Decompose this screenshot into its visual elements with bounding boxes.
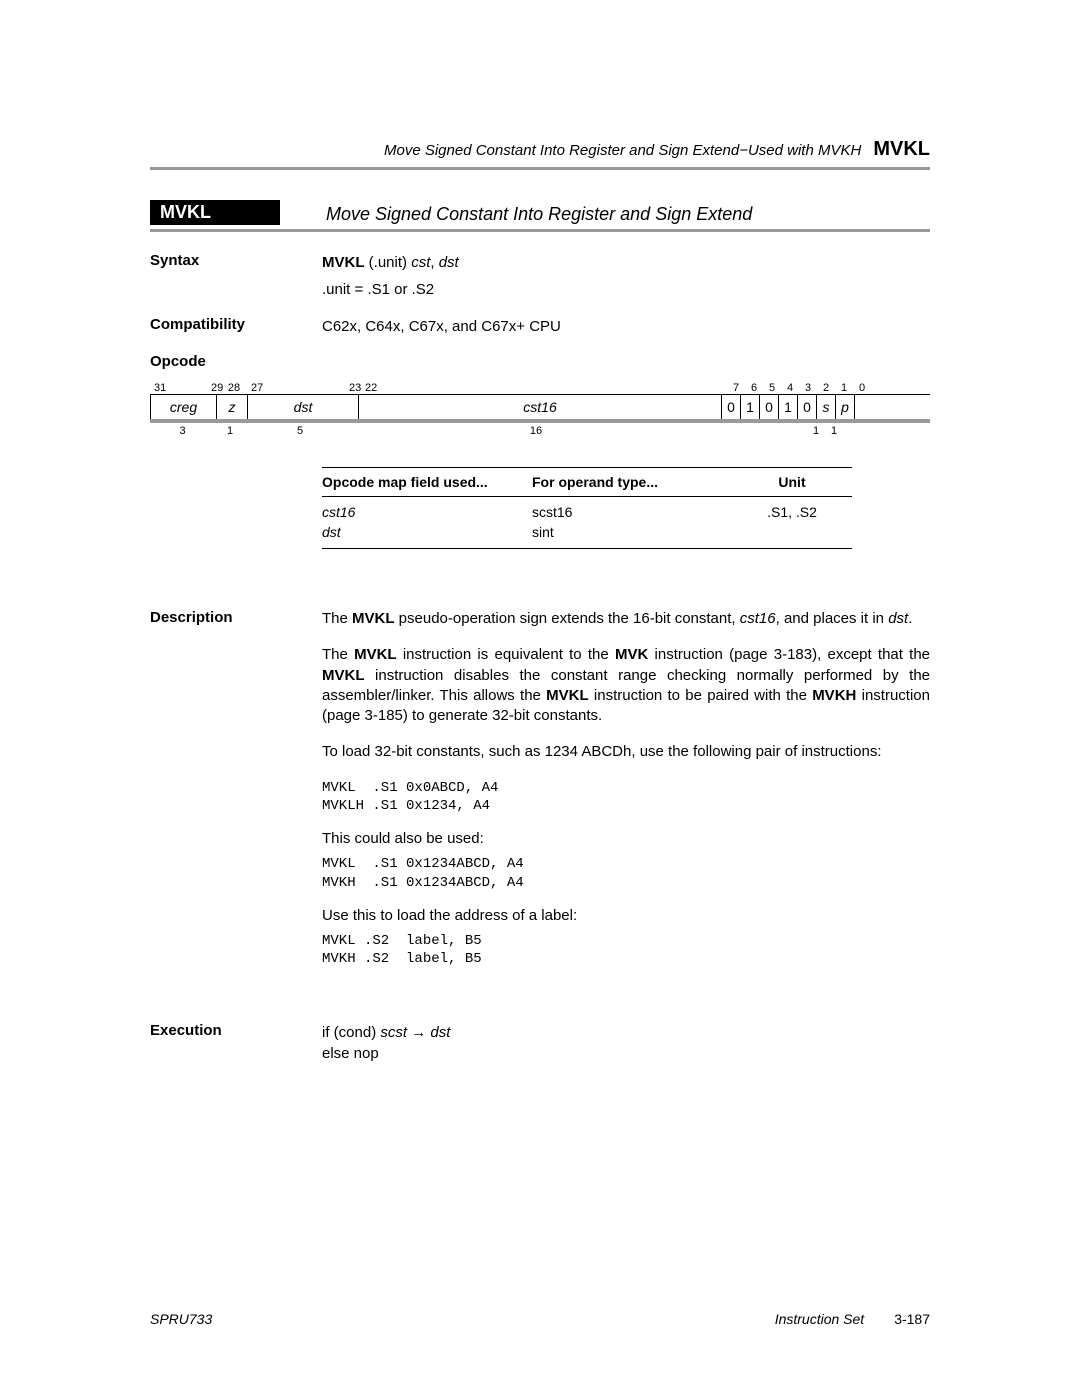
compatibility-row: Compatibility C62x, C64x, C67x, and C67x… <box>150 316 930 337</box>
syntax-sep: , <box>430 254 438 271</box>
bf-bit5: 0 <box>759 395 778 419</box>
bf-cst16: cst16 <box>358 395 721 419</box>
bf-s: s <box>816 395 835 419</box>
bf-bit3: 0 <box>797 395 816 419</box>
bit-fields: creg z dst cst16 0 1 0 1 0 s p <box>150 394 930 423</box>
compatibility-label: Compatibility <box>150 316 322 337</box>
table-header: Opcode map field used... For operand typ… <box>322 467 852 497</box>
table-row: dst sint <box>322 523 852 543</box>
code-example-1: MVKL .S1 0x0ABCD, A4 MVKLH .S1 0x1234, A… <box>322 779 930 815</box>
running-subtitle: Move Signed Constant Into Register and S… <box>384 142 861 159</box>
table-body: cst16 scst16 .S1, .S2 dst sint <box>322 497 852 549</box>
table-row: cst16 scst16 .S1, .S2 <box>322 503 852 523</box>
desc-para-4: This could also be used: <box>322 829 930 849</box>
syntax-row: Syntax MVKL (.unit) cst, dst <box>150 252 930 273</box>
code-example-2: MVKL .S1 0x1234ABCD, A4 MVKH .S1 0x1234A… <box>322 855 930 891</box>
opcode-map-table: Opcode map field used... For operand typ… <box>322 467 852 549</box>
exec-line-1: if (cond) scst → dst <box>322 1022 930 1043</box>
syntax-unit: .unit = .S1 or .S2 <box>322 279 930 300</box>
opcode-label: Opcode <box>150 353 322 370</box>
bit-numbers-top: 31 29 28 27 23 22 7 6 5 4 3 2 1 0 <box>150 380 930 394</box>
description-label: Description <box>150 609 322 982</box>
bf-dst: dst <box>247 395 358 419</box>
col-opcode-field: Opcode map field used... <box>322 474 532 490</box>
bit-counts: 3 1 5 16 1 1 <box>150 425 930 437</box>
desc-para-3: To load 32-bit constants, such as 1234 A… <box>322 742 930 762</box>
footer-doc: SPRU733 <box>150 1311 212 1327</box>
bf-creg: creg <box>150 395 216 419</box>
syntax-form: (.unit) <box>365 254 412 271</box>
bf-p: p <box>835 395 855 419</box>
description-row: Description The MVKL pseudo-operation si… <box>150 609 930 982</box>
compatibility-value: C62x, C64x, C67x, and C67x+ CPU <box>322 316 930 337</box>
description-body: The MVKL pseudo-operation sign extends t… <box>322 609 930 982</box>
syntax-op2: dst <box>439 254 459 271</box>
bf-bit4: 1 <box>778 395 797 419</box>
instruction-title: Move Signed Constant Into Register and S… <box>326 204 752 225</box>
code-example-3: MVKL .S2 label, B5 MVKH .S2 label, B5 <box>322 932 930 968</box>
execution-label: Execution <box>150 1022 322 1064</box>
execution-row: Execution if (cond) scst → dst else nop <box>150 1022 930 1064</box>
instruction-title-row: MVKL Move Signed Constant Into Register … <box>150 200 930 232</box>
desc-para-5: Use this to load the address of a label: <box>322 906 930 926</box>
footer-page: 3-187 <box>894 1311 930 1327</box>
desc-para-1: The MVKL pseudo-operation sign extends t… <box>322 609 930 629</box>
col-unit: Unit <box>732 474 852 490</box>
execution-body: if (cond) scst → dst else nop <box>322 1022 930 1064</box>
syntax-op1: cst <box>411 254 430 271</box>
syntax-unit-row: .unit = .S1 or .S2 <box>150 279 930 300</box>
col-operand-type: For operand type... <box>532 474 732 490</box>
syntax-mnemonic: MVKL <box>322 254 365 271</box>
desc-para-2: The MVKL instruction is equivalent to th… <box>322 645 930 726</box>
mnemonic-box: MVKL <box>150 200 280 225</box>
running-header: Move Signed Constant Into Register and S… <box>150 138 930 170</box>
exec-line-2: else nop <box>322 1043 930 1064</box>
bf-z: z <box>216 395 247 419</box>
syntax-label: Syntax <box>150 252 322 273</box>
bf-bit7: 0 <box>721 395 740 419</box>
running-mnemonic: MVKL <box>873 138 930 161</box>
footer-section: Instruction Set <box>775 1311 865 1327</box>
opcode-row: Opcode <box>150 353 930 370</box>
bf-bit6: 1 <box>740 395 759 419</box>
page-footer: SPRU733 Instruction Set 3-187 <box>150 1311 930 1327</box>
opcode-diagram: 31 29 28 27 23 22 7 6 5 4 3 2 1 0 creg z… <box>150 380 930 437</box>
syntax-body: MVKL (.unit) cst, dst <box>322 252 930 273</box>
